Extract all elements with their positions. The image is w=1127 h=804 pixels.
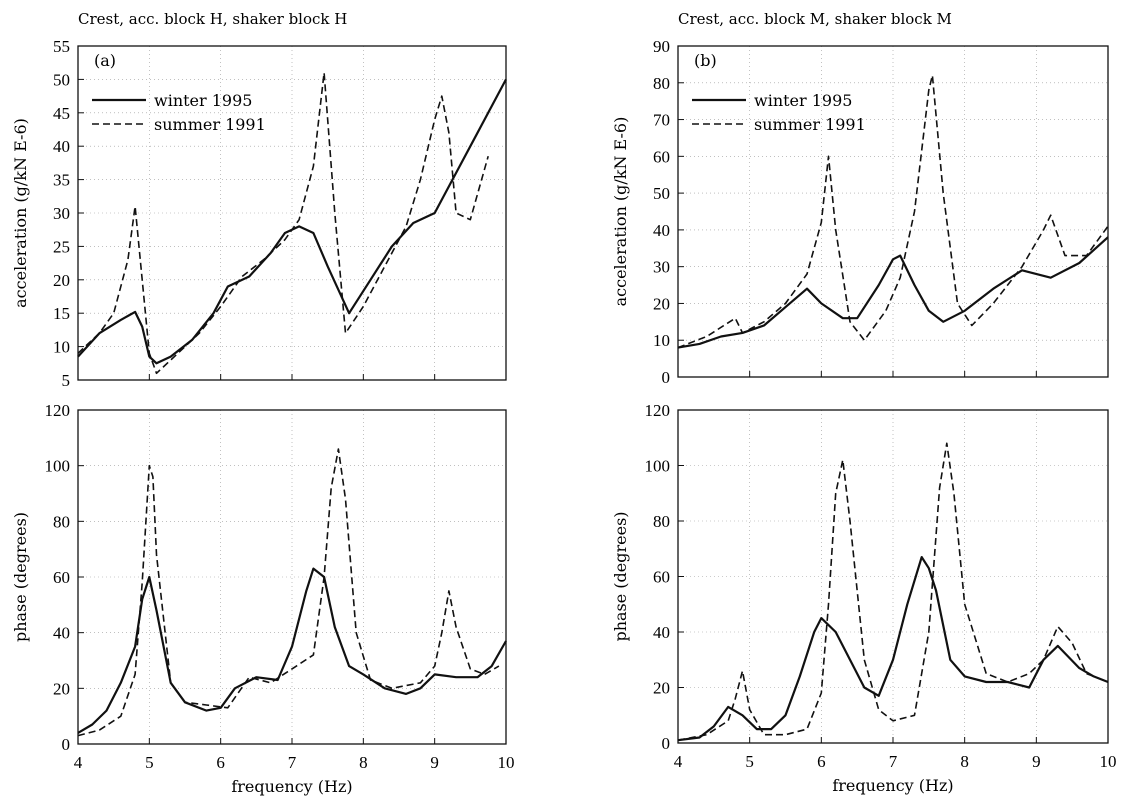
series-line-summer-1991 — [77, 448, 500, 737]
x-tick-label: 6 — [216, 753, 225, 772]
chart-panel-2: 0 10 20 30 40 50 60 70 80 90 Crest, acc. block M, … — [611, 10, 1109, 387]
x-tick-label: 4 — [74, 753, 83, 772]
legend-label: winter 1995 — [754, 91, 852, 110]
series-line-winter-1995 — [677, 556, 1109, 742]
y-tick-label: 60 — [53, 568, 70, 587]
chart-title: Crest, acc. block H, shaker block H — [78, 10, 347, 28]
x-tick-label: 7 — [889, 752, 898, 771]
y-tick-label: 0 — [662, 734, 671, 753]
y-tick-label: 40 — [53, 137, 70, 156]
y-tick-label: 80 — [653, 512, 670, 531]
y-tick-label: 20 — [53, 271, 70, 290]
legend-label: winter 1995 — [154, 91, 252, 110]
y-tick-label: 50 — [53, 70, 70, 89]
y-tick-label: 20 — [53, 679, 70, 698]
plot-frame — [677, 45, 1109, 378]
panel-label: (b) — [694, 51, 717, 70]
panel-label: (a) — [94, 51, 116, 70]
y-tick-label: 40 — [653, 623, 670, 642]
y-axis-label: acceleration (g/kN E-6) — [611, 117, 630, 307]
legend-label: summer 1991 — [154, 115, 266, 134]
legend-label: summer 1991 — [754, 115, 866, 134]
chart-panel-0: 5 10 15 20 25 30 35 40 45 50 55 Crest, acc. block H… — [11, 10, 507, 390]
chart-title: Crest, acc. block M, shaker block M — [678, 10, 952, 28]
y-tick-label: 100 — [645, 457, 671, 476]
series-line-summer-1991 — [677, 442, 1109, 741]
y-axis-label: acceleration (g/kN E-6) — [11, 118, 30, 308]
y-tick-label: 90 — [653, 37, 670, 56]
series-line-summer-1991 — [77, 71, 489, 375]
series-line-summer-1991 — [677, 74, 1109, 349]
y-axis-label: phase (degrees) — [11, 512, 30, 642]
x-tick-label: 6 — [817, 752, 826, 771]
y-tick-label: 40 — [653, 221, 670, 240]
y-tick-label: 60 — [653, 147, 670, 166]
y-tick-label: 55 — [53, 37, 70, 56]
x-tick-label: 5 — [745, 752, 754, 771]
y-tick-label: 0 — [662, 368, 671, 387]
y-tick-label: 80 — [53, 512, 70, 531]
y-tick-label: 80 — [653, 74, 670, 93]
y-tick-label: 60 — [653, 568, 670, 587]
y-tick-label: 15 — [53, 304, 70, 323]
y-tick-label: 100 — [45, 457, 71, 476]
y-tick-label: 30 — [53, 204, 70, 223]
y-tick-label: 50 — [653, 184, 670, 203]
x-tick-label: 8 — [960, 752, 969, 771]
y-tick-label: 5 — [62, 371, 71, 390]
x-axis-label: frequency (Hz) — [231, 777, 352, 796]
y-tick-label: 0 — [62, 735, 71, 754]
y-axis-label: phase (degrees) — [611, 511, 630, 641]
x-tick-label: 9 — [430, 753, 439, 772]
y-tick-label: 35 — [53, 171, 70, 190]
series-line-winter-1995 — [77, 78, 507, 365]
series-line-winter-1995 — [677, 236, 1109, 349]
x-tick-label: 10 — [498, 753, 515, 772]
y-tick-label: 20 — [653, 679, 670, 698]
x-axis-label: frequency (Hz) — [832, 776, 953, 795]
x-tick-label: 10 — [1100, 752, 1117, 771]
y-tick-label: 30 — [653, 258, 670, 277]
x-tick-label: 5 — [145, 753, 154, 772]
y-tick-label: 45 — [53, 104, 70, 123]
y-tick-label: 25 — [53, 237, 70, 256]
x-tick-label: 9 — [1032, 752, 1041, 771]
y-tick-label: 70 — [653, 111, 670, 130]
x-tick-label: 4 — [674, 752, 683, 771]
x-tick-label: 8 — [359, 753, 368, 772]
y-tick-label: 10 — [653, 331, 670, 350]
y-tick-label: 120 — [45, 401, 71, 420]
y-tick-label: 10 — [53, 338, 70, 357]
y-tick-label: 40 — [53, 624, 70, 643]
x-tick-label: 7 — [288, 753, 297, 772]
y-tick-label: 20 — [653, 294, 670, 313]
y-tick-label: 120 — [645, 401, 671, 420]
